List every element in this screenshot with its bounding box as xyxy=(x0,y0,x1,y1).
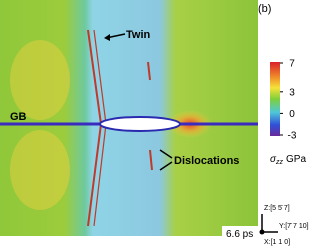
colorbar xyxy=(270,62,280,136)
subscript: zz xyxy=(275,159,284,166)
void xyxy=(99,116,181,132)
axis-z-label: Z:[5 5̄ 7] xyxy=(264,205,290,212)
symbol: σ xyxy=(270,154,277,165)
colorbar-label: σzz GPa xyxy=(270,154,306,166)
stress-region xyxy=(10,40,70,120)
dislocation xyxy=(147,61,151,81)
dislocation xyxy=(149,149,153,171)
axis-x xyxy=(259,229,265,235)
time-label: 6.6 ps xyxy=(226,229,253,240)
colorbar-tick-label: 7 xyxy=(289,59,295,70)
stress-region xyxy=(10,130,70,210)
time-box xyxy=(222,226,258,240)
dislocations-label: Dislocations xyxy=(174,155,239,167)
panel-label: (b) xyxy=(258,3,271,15)
colorbar-tick-label: 3 xyxy=(289,87,295,98)
unit: GPa xyxy=(286,154,306,165)
axis-x-label: X:[1 1 0] xyxy=(264,239,290,246)
colorbar-tick-label: 0 xyxy=(289,109,295,120)
arrow xyxy=(159,149,173,159)
colorbar-tick-label: -3 xyxy=(288,131,297,142)
gb-label: GB xyxy=(10,111,27,123)
axis-y-label: Y:[7̄ 7 10] xyxy=(279,223,309,230)
twin-label: Twin xyxy=(126,29,151,41)
arrowhead xyxy=(104,34,110,41)
arrow xyxy=(159,161,173,171)
